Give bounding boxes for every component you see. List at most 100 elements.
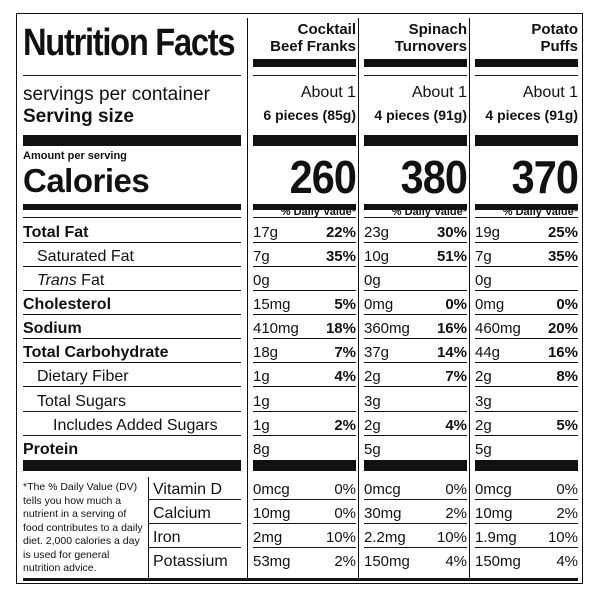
thick-divider [23,135,241,146]
calcium-amount: 30mg [364,505,402,522]
calcium-amount: 10mg [475,505,513,522]
servings-label: servings per container [23,84,210,105]
divider [23,75,241,76]
protein-amount: 8g [253,441,270,458]
serving-size-label: Serving size [23,106,134,127]
row-divider [23,362,241,363]
row-divider [475,266,578,267]
row-divider [23,435,241,436]
dietary_fiber-daily-value: 8% [556,368,578,385]
row-divider [364,314,467,315]
sodium-daily-value: 18% [325,320,356,337]
row-divider [364,499,467,500]
row-divider [475,523,578,524]
potassium-amount: 150mg [475,553,521,570]
total_carbohydrate-amount: 37g [364,344,390,361]
total_fat-daily-value: 25% [547,224,578,241]
daily-value-header: % Daily Value* [502,206,578,218]
total_carbohydrate-daily-value: 16% [547,344,578,361]
protein-amount: 5g [364,441,381,458]
divider [148,477,149,578]
vitamin_d-amount: 0mcg [253,481,290,498]
vitamin_d-amount: 0mcg [364,481,401,498]
row-divider [475,386,578,387]
row-divider [253,362,356,363]
row-divider [23,314,241,315]
total-sugars-label: Total Sugars [37,393,126,410]
potassium-daily-value: 2% [334,553,356,570]
product-name-line2: Puffs [540,38,579,55]
cholesterol-daily-value: 5% [334,296,356,313]
sodium-daily-value: 20% [547,320,578,337]
added_sugars-amount: 1g [253,417,270,434]
serving-size-value: 6 pieces (85g) [263,107,356,123]
calcium-daily-value: 0% [334,505,356,522]
row-divider [253,547,356,548]
sodium-amount: 410mg [253,320,299,337]
divider [475,75,578,76]
row-divider [253,266,356,267]
product-name-line2: Beef Franks [270,38,356,55]
potassium-daily-value: 4% [445,553,467,570]
row-divider [364,386,467,387]
row-divider [364,266,467,267]
trans-italic: Trans [37,272,77,289]
cholesterol-daily-value: 0% [556,296,578,313]
total_fat-amount: 17g [253,224,279,241]
nutrition-facts-label: Nutrition Facts servings per container S… [16,13,583,584]
total-carbohydrate-label: Total Carbohydrate [23,344,169,361]
row-divider [475,499,578,500]
calories-value: 370 [511,151,579,203]
dietary_fiber-daily-value: 4% [334,368,356,385]
iron-daily-value: 10% [325,529,356,546]
dietary-fiber-label: Dietary Fiber [37,368,129,385]
row-divider [475,314,578,315]
potassium-amount: 53mg [253,553,291,570]
potassium-daily-value: 4% [556,553,578,570]
iron-amount: 2.2mg [364,529,406,546]
row-divider [364,435,467,436]
calcium-label: Calcium [153,505,211,522]
row-divider [475,362,578,363]
added_sugars-daily-value: 4% [445,417,467,434]
trans_fat-amount: 0g [253,272,270,289]
servings-value: About 1 [411,84,467,101]
added_sugars-amount: 2g [475,417,492,434]
row-divider [364,547,467,548]
sodium-daily-value: 16% [436,320,467,337]
saturated_fat-amount: 10g [364,248,390,265]
potassium-label: Potassium [153,553,228,570]
row-divider [148,499,241,500]
medium-divider [364,204,467,210]
saturated_fat-daily-value: 51% [436,248,467,265]
saturated_fat-daily-value: 35% [547,248,578,265]
row-divider [253,217,356,218]
row-divider [253,499,356,500]
total_sugars-amount: 1g [253,393,270,410]
thick-divider [475,135,578,146]
iron-label: Iron [153,529,181,546]
column-divider [469,18,470,578]
label-title: Nutrition Facts [23,22,236,64]
daily-value-header: % Daily Value* [280,206,356,218]
cholesterol-label: Cholesterol [23,296,112,313]
cholesterol-amount: 15mg [253,296,291,313]
header-bar [253,59,356,67]
dietary_fiber-amount: 2g [364,368,381,385]
vitamin-d-label: Vitamin D [153,481,223,498]
row-divider [253,314,356,315]
row-divider [148,547,241,548]
row-divider [253,435,356,436]
iron-amount: 1.9mg [475,529,517,546]
row-divider [253,290,356,291]
total_carbohydrate-daily-value: 14% [436,344,467,361]
row-divider [364,338,467,339]
product-name-line1: Potato [531,21,578,38]
header-bar [475,59,578,67]
row-divider [475,242,578,243]
sodium-amount: 460mg [475,320,521,337]
cholesterol-daily-value: 0% [445,296,467,313]
saturated-fat-label: Saturated Fat [37,248,134,265]
row-divider [253,242,356,243]
iron-daily-value: 10% [436,529,467,546]
